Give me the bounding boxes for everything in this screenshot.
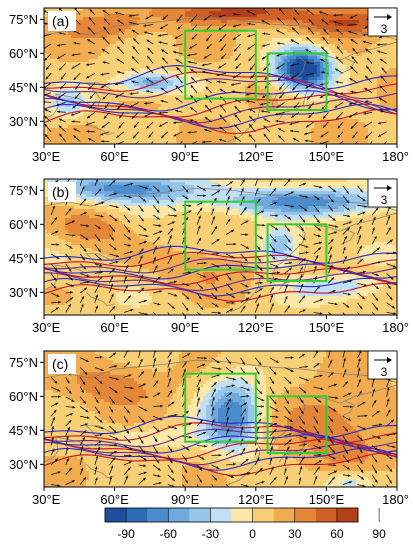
region-box-1 [184,372,257,443]
lon-tick-label: 60°E [100,492,129,507]
colorbar-label: -90 [117,527,135,541]
lon-tick-label: 60°E [100,320,129,335]
colorbar-label: 30 [288,527,302,541]
colorbar-swatch [252,508,274,522]
lat-tick-label: 45°N [9,423,38,438]
region-box-1 [184,29,257,100]
lon-tick-label: 90°E [171,149,200,164]
colorbar-swatch [294,508,317,522]
lat-tick-label: 45°N [9,80,38,95]
panel-label: (a) [52,13,69,29]
lon-tick-label: 120°E [238,492,274,507]
colorbar-label: 60 [330,527,344,541]
lon-tick-label: 150°E [309,492,345,507]
colorbar-swatch [315,508,338,522]
colorbar-swatch [126,508,148,522]
reference-vector-box [367,7,398,37]
jet-contours [44,415,397,476]
colorbar-swatch [168,508,190,522]
panel-frame [43,7,398,145]
lon-tick-label: 120°E [238,149,274,164]
colorbar: -90 -60 -30 0 30 60 90 [104,507,386,541]
colorbar-swatch [336,508,359,522]
colorbar-label: -30 [202,527,220,541]
colorbar-swatch [231,508,253,522]
shaded-field [44,351,397,487]
lon-tick-label: 180° [382,492,409,507]
panel-label: (c) [52,356,68,372]
panel-label-box [48,11,76,31]
wind-vectors [50,179,397,315]
panel-frame [43,178,398,316]
lat-tick-label: 45°N [9,251,38,266]
lon-tick-label: 30°E [32,492,61,507]
jet-contours [44,245,397,302]
panels-layer: (a) 3 75°N 60°N 45°N 30°N 30°E 60°E 90°E 120°E 150… [9,7,409,507]
colorbar-swatch [147,508,169,522]
colorbar-swatch [105,508,127,522]
shaded-field [44,8,397,144]
reference-vector-box [367,350,398,380]
lon-tick-label: 120°E [238,320,274,335]
region-box-2 [266,395,328,455]
reference-vector-value: 3 [381,193,388,207]
lon-tick-label: 90°E [171,320,200,335]
colorbar-label: 90 [372,527,386,541]
lat-tick-label: 60°N [9,217,38,232]
colorbar-swatch [189,508,211,522]
lat-tick-label: 30°N [9,114,38,129]
lat-tick-label: 60°N [9,46,38,61]
reference-vector-value: 3 [381,22,388,36]
colorbar-label: 0 [249,527,256,541]
lon-tick-label: 150°E [309,149,345,164]
wind-vectors [44,8,387,144]
lat-tick-label: 30°N [9,285,38,300]
lon-tick-label: 180° [382,320,409,335]
panel-a: (a) 3 75°N 60°N 45°N 30°N 30°E 60°E 90°E 120°E 150… [9,7,409,164]
colorbar-swatch [210,508,232,522]
region-box-2 [266,52,328,111]
panel-b: (b) 3 75°N 60°N 45°N 30°N 30°E 60°E 90°E 120°E 150… [9,178,409,335]
lat-tick-label: 75°N [9,12,38,27]
panel-label: (b) [52,184,69,200]
lon-tick-label: 90°E [171,492,200,507]
lon-tick-label: 30°E [32,320,61,335]
region-box-1 [184,200,257,271]
lon-tick-label: 150°E [309,320,345,335]
colorbar-label: -60 [160,527,178,541]
reference-vector-value: 3 [381,365,388,379]
lon-tick-label: 60°E [100,149,129,164]
lat-tick-label: 30°N [9,457,38,472]
lat-tick-label: 75°N [9,355,38,370]
lat-tick-label: 75°N [9,183,38,198]
panel-label-box [48,354,76,374]
reference-vector-box [367,178,398,208]
colorbar-frame [104,507,359,523]
lon-tick-label: 180° [382,149,409,164]
panel-c: (c) 3 75°N 60°N 45°N 30°N 30°E 60°E 90°E 120°E 150… [9,350,409,507]
panel-frame [43,350,398,488]
panel-label-box [48,182,76,202]
lon-tick-label: 30°E [32,149,61,164]
colorbar-swatch [273,508,296,522]
lat-tick-label: 60°N [9,389,38,404]
region-box-2 [266,223,328,282]
